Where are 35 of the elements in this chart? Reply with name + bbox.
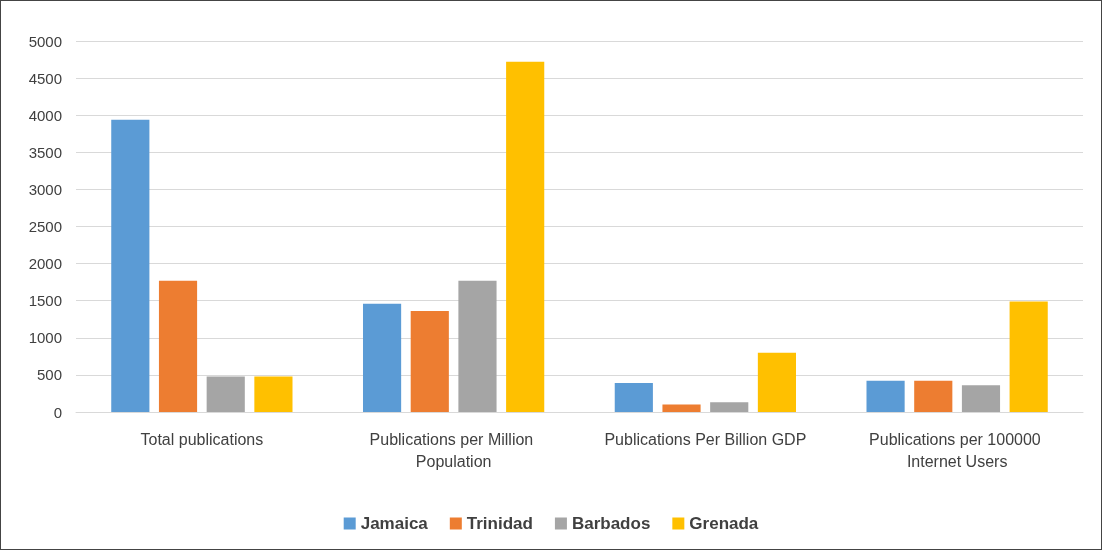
bar	[506, 61, 545, 412]
bar	[206, 376, 245, 412]
y-tick-label: 3500	[28, 143, 62, 161]
y-tick-label: 2500	[28, 218, 62, 235]
y-tick-label: 4500	[28, 69, 62, 87]
bar	[254, 376, 293, 412]
bar	[458, 280, 497, 412]
y-tick-label: 500	[36, 366, 62, 384]
x-tick-label: Total publications	[140, 430, 264, 448]
bar	[866, 380, 905, 412]
legend-label: Grenada	[689, 514, 759, 533]
bar	[914, 380, 953, 412]
bar	[710, 402, 749, 412]
x-tick-label: Publications per Million Population	[369, 430, 538, 470]
bar	[363, 303, 402, 412]
legend-label: Barbados	[571, 514, 651, 533]
legend-label: Jamaica	[360, 514, 429, 533]
bar	[662, 404, 701, 412]
bar	[111, 119, 150, 412]
y-tick-label: 1500	[28, 292, 62, 310]
legend-label: Trinidad	[466, 514, 533, 533]
y-tick-label: 5000	[28, 32, 62, 50]
y-tick-label: 0	[53, 403, 62, 421]
bar	[614, 383, 653, 412]
bar	[1009, 301, 1048, 412]
y-tick-label: 4000	[28, 106, 62, 124]
y-tick-label: 2000	[28, 255, 62, 273]
y-tick-label: 1000	[28, 329, 62, 347]
bar	[158, 280, 198, 412]
bar	[410, 311, 449, 412]
bar	[757, 352, 797, 412]
x-tick-label: Publications per 100000 Internet Users	[869, 430, 1046, 470]
x-tick-label: Publications Per Billion GDP	[604, 430, 807, 448]
y-tick-label: 3000	[28, 180, 62, 198]
bar	[961, 385, 1001, 412]
